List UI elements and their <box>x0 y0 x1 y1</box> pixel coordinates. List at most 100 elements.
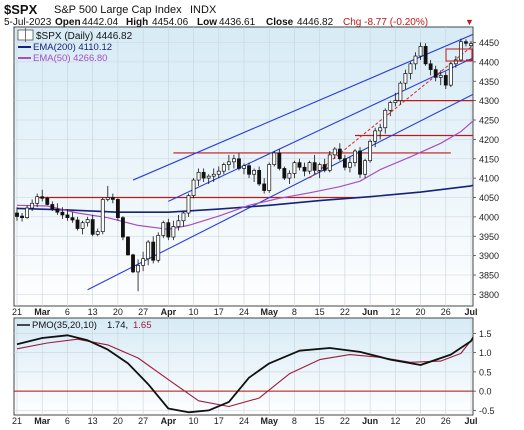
high-label: High <box>126 17 148 28</box>
price-tick-label: 4200 <box>479 135 499 145</box>
date-tick-label: 24 <box>239 416 249 426</box>
candle-body <box>388 102 393 111</box>
candle-body <box>297 162 302 168</box>
candle-body <box>317 164 322 171</box>
date-tick-label: 27 <box>138 307 148 317</box>
date-tick-label: 24 <box>239 307 249 317</box>
candle-body <box>403 73 408 84</box>
candle-body <box>398 82 403 101</box>
pmo-date-axis: 21 Mar 6 13 20 27 Apr 10 17 24 May 8 15 22 Jun 12 20 26 Ju… <box>12 416 478 426</box>
price-tick-label: 4300 <box>479 96 499 106</box>
candle-body <box>131 254 135 273</box>
date-tick-label: 20 <box>416 416 426 426</box>
candle-body <box>100 199 105 232</box>
candle-body <box>75 219 80 229</box>
candle-body <box>423 46 428 65</box>
date-tick-label: 8 <box>292 307 297 317</box>
date-tick-label: Apr <box>161 416 177 426</box>
candle-body <box>105 197 110 200</box>
legend-price: $SPX (Daily) 4446.82 <box>36 31 133 42</box>
date-tick-label: 27 <box>138 416 148 426</box>
change-value: Chg -8.77 (-0.20%) <box>343 17 428 28</box>
date-tick-label: 17 <box>214 307 224 317</box>
candle-body <box>186 195 191 214</box>
price-tick-label: 3800 <box>479 290 499 300</box>
price-gridlines <box>14 27 473 306</box>
price-tick-label: 3950 <box>479 232 499 242</box>
candle-body <box>30 202 35 209</box>
candle-body <box>20 215 24 219</box>
candle-body <box>221 164 226 172</box>
date-tick-label: 22 <box>340 416 350 426</box>
date-tick-label: 20 <box>113 416 123 426</box>
candle-body <box>287 173 292 179</box>
candle-body <box>206 175 211 179</box>
candle-body <box>161 222 166 236</box>
date-tick-label: 26 <box>441 307 451 317</box>
candle-body <box>146 241 151 260</box>
candle-body <box>348 162 352 168</box>
price-tick-label: 4150 <box>479 154 499 164</box>
quote-date: 5-Jul-2023 <box>4 17 52 28</box>
candle-body <box>337 148 342 160</box>
low-label: Low <box>197 17 217 28</box>
price-tick-label: 3900 <box>479 251 499 261</box>
legend-ema50: EMA(50) 4266.80 <box>33 53 107 64</box>
candle-body <box>448 63 453 86</box>
candle-body <box>342 158 347 168</box>
price-tick-label: 3850 <box>479 271 499 281</box>
candle-body <box>115 199 120 218</box>
candle-body <box>272 152 277 165</box>
candle-body <box>95 231 100 235</box>
price-tick-label: 4400 <box>479 57 499 67</box>
highlight-box <box>445 48 473 62</box>
pmo-line <box>16 334 473 414</box>
price-legend: $SPX (Daily) 4446.82 EMA(200) 4110.12 EM… <box>17 28 133 64</box>
candle-body <box>277 152 282 169</box>
candle-body <box>363 160 367 175</box>
pmo-tick-label: 1.0 <box>479 348 492 358</box>
pmo-tick-label: 0.5 <box>479 367 492 377</box>
candle-body <box>231 158 236 163</box>
candlesticks <box>15 38 473 292</box>
candle-body <box>156 235 161 261</box>
support-lines <box>37 59 473 199</box>
price-tick-label: 4450 <box>479 38 499 48</box>
candle-body <box>121 217 125 238</box>
candle-body <box>368 140 373 162</box>
price-tick-label: 4000 <box>479 212 499 222</box>
candle-body <box>35 196 40 204</box>
candle-body <box>469 43 473 46</box>
date-tick-label: Jun <box>362 307 378 317</box>
low-value: 4436.61 <box>219 17 256 28</box>
candle-body <box>85 219 90 224</box>
candle-body <box>418 46 423 57</box>
candle-body <box>211 173 216 177</box>
candle-body <box>50 204 55 210</box>
pmo-legend: PMO(35,20,10) 1.74, 1.65 <box>17 320 152 331</box>
candle-body <box>373 130 378 142</box>
symbol: $SPX <box>4 2 38 17</box>
candle-body <box>45 197 50 205</box>
candle-body <box>257 170 262 185</box>
candle-body <box>181 212 186 222</box>
date-tick-label: Apr <box>161 307 177 317</box>
date-tick-label: 13 <box>88 416 98 426</box>
candle-body <box>252 170 257 175</box>
pmo-label: PMO(35,20,10) <box>32 320 97 331</box>
candle-body <box>458 41 463 61</box>
pmo-signal-line <box>16 337 473 408</box>
candle-body <box>60 211 65 216</box>
pmo-tick-label: -0.5 <box>479 406 495 416</box>
date-tick-label: Mar <box>34 307 51 317</box>
date-tick-label: 15 <box>315 307 325 317</box>
pmo-panel <box>13 317 474 416</box>
candle-body <box>428 63 433 70</box>
candle-body <box>176 220 181 227</box>
candle-body <box>80 222 85 229</box>
open-value: 4442.04 <box>82 17 119 28</box>
candle-body <box>15 212 19 217</box>
index-name: S&P 500 Large Cap Index <box>54 4 182 16</box>
channel-upper-line <box>132 33 473 181</box>
